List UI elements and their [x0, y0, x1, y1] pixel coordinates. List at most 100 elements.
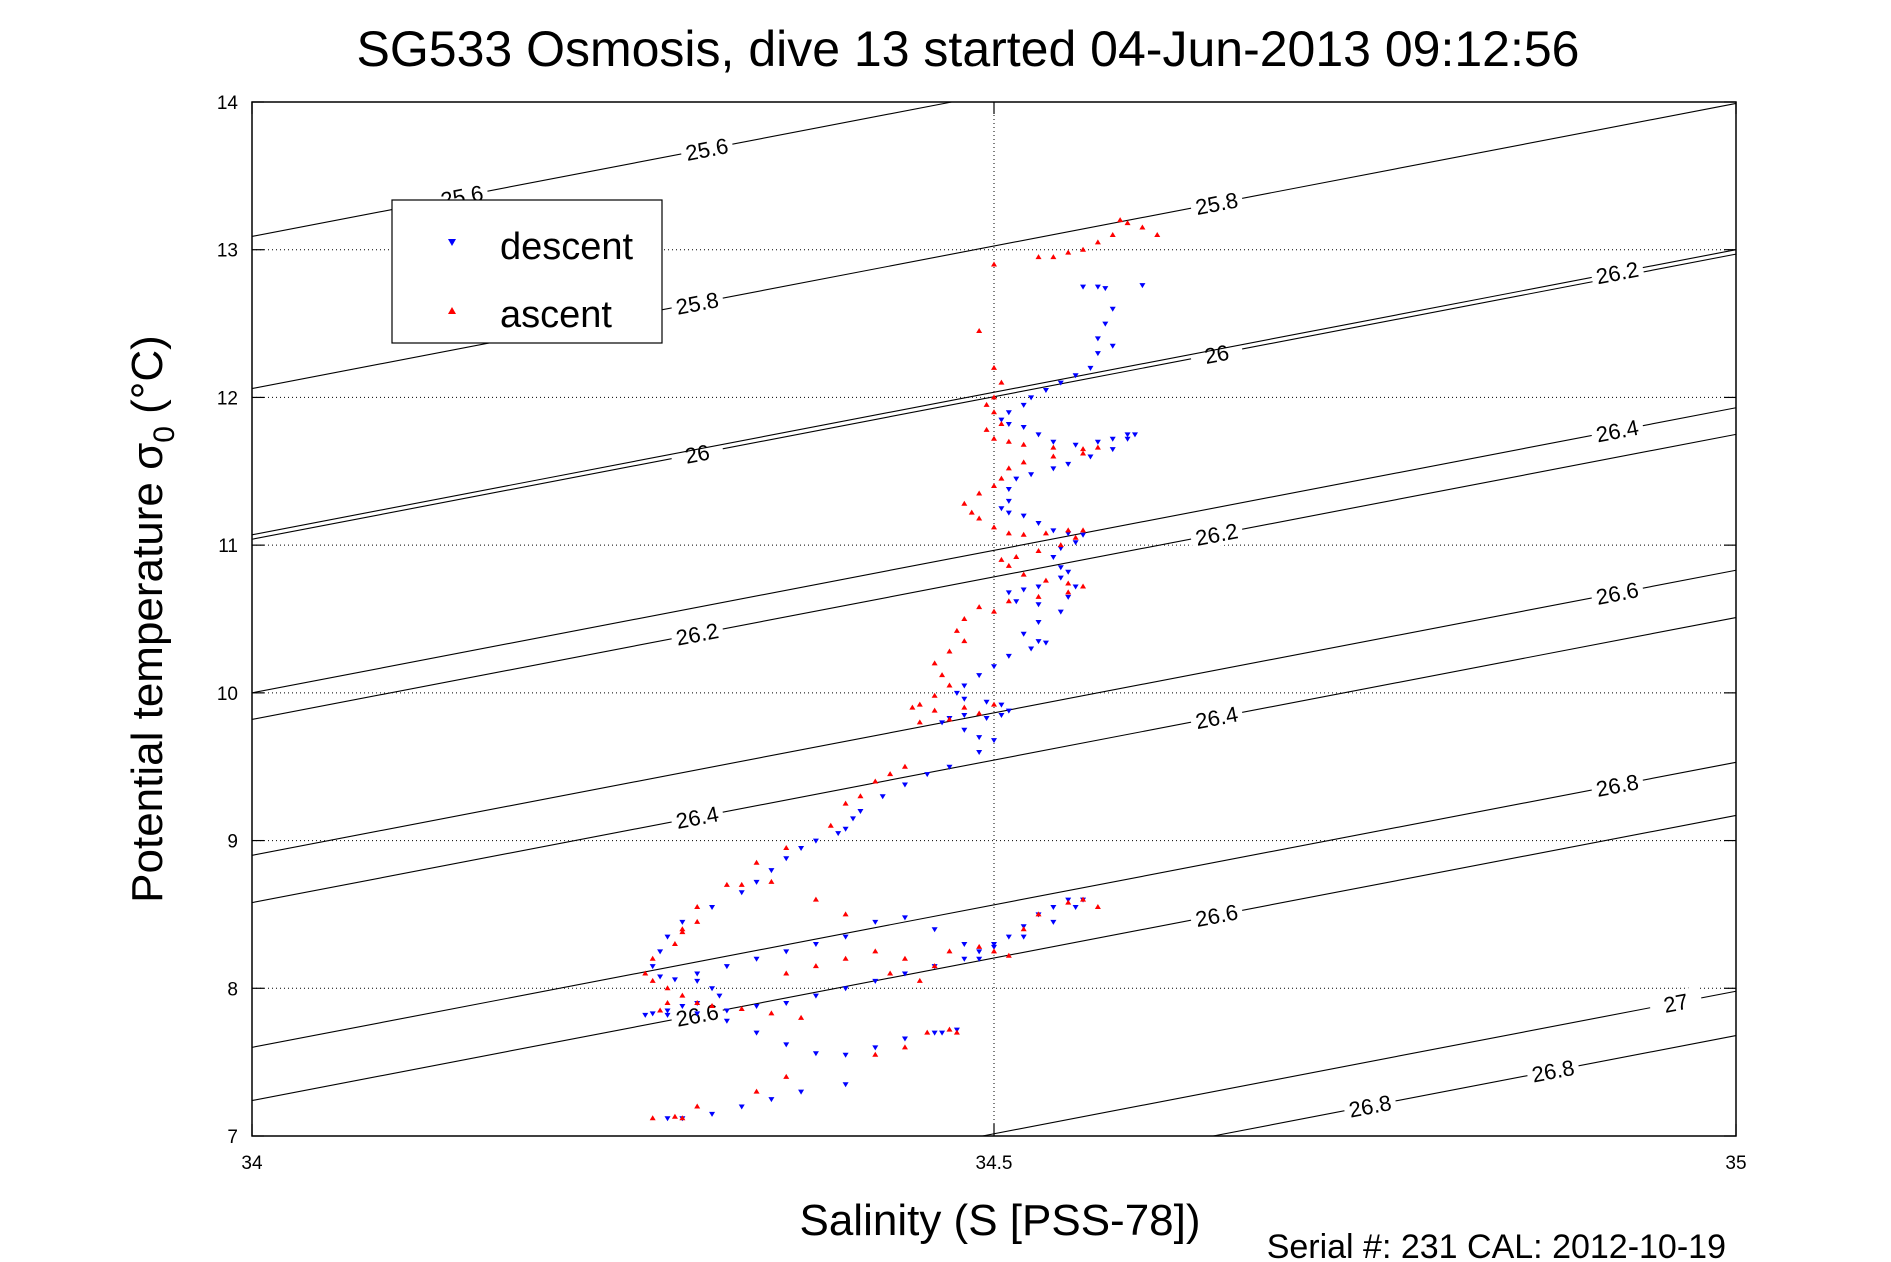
- descent-point: [1065, 461, 1072, 467]
- ascent-point: [694, 1000, 701, 1006]
- ascent-point: [1094, 239, 1101, 245]
- descent-point: [723, 964, 730, 970]
- descent-point: [1020, 513, 1027, 519]
- descent-point: [664, 1008, 671, 1014]
- descent-point: [1050, 439, 1057, 445]
- ascent-point: [976, 943, 983, 949]
- ascent-point: [991, 524, 997, 530]
- contour-label: 26.6: [1193, 899, 1240, 932]
- contour-label-bg: [1525, 1054, 1581, 1088]
- ascent-point: [1117, 217, 1124, 223]
- contour-label-bg: [1589, 413, 1646, 448]
- y-tick-label: 8: [227, 979, 238, 1000]
- ascent-point: [909, 704, 916, 710]
- descent-point: [850, 816, 857, 822]
- ascent-point: [649, 955, 656, 961]
- descent-point: [709, 986, 716, 992]
- ascent-point: [946, 716, 953, 722]
- descent-point: [939, 720, 946, 726]
- descent-point: [1102, 321, 1109, 327]
- ascent-point: [1080, 446, 1087, 452]
- ascent-point: [998, 556, 1005, 562]
- contour-label: 26: [683, 440, 712, 469]
- y-tick-label: 9: [227, 832, 238, 853]
- descent-point: [1042, 388, 1049, 394]
- ascent-point: [642, 970, 649, 976]
- y-tick-label: 10: [217, 684, 238, 705]
- descent-point: [1028, 646, 1035, 652]
- descent-point: [961, 956, 968, 962]
- descent-point: [998, 417, 1005, 423]
- descent-point: [679, 1004, 686, 1010]
- descent-point: [723, 1008, 730, 1014]
- ascent-point: [671, 940, 678, 946]
- descent-point: [812, 1051, 819, 1057]
- descent-point: [1139, 283, 1146, 289]
- contour-label: 26.4: [1594, 415, 1641, 448]
- descent-point: [976, 673, 983, 679]
- descent-point: [812, 993, 819, 999]
- ascent-point: [842, 911, 849, 917]
- ascent-point: [694, 1103, 701, 1109]
- ascent-point: [1042, 530, 1049, 536]
- descent-point: [991, 944, 997, 950]
- contour-line: [982, 990, 1737, 1137]
- descent-point: [1080, 532, 1087, 538]
- contour-line: [251, 407, 1737, 694]
- descent-point: [694, 1011, 701, 1017]
- descent-point: [1072, 905, 1079, 911]
- y-axis-label: Potential temperature σ0 (°C): [123, 335, 181, 903]
- descent-point: [768, 868, 775, 874]
- descent-point: [991, 664, 997, 670]
- ascent-point: [946, 948, 953, 954]
- descent-point: [642, 1012, 649, 1018]
- descent-point: [901, 782, 908, 788]
- ascent-point: [872, 948, 879, 954]
- descent-point: [1005, 708, 1012, 714]
- ascent-point: [976, 327, 983, 333]
- descent-point: [983, 699, 990, 705]
- y-axis-label-subscript: 0: [148, 426, 181, 443]
- ascent-point: [1020, 441, 1027, 447]
- ascent-point: [768, 878, 775, 884]
- ascent-point: [953, 1029, 960, 1035]
- descent-point: [1020, 402, 1027, 408]
- descent-point: [1072, 584, 1079, 590]
- descent-point: [998, 506, 1005, 512]
- descent-point: [709, 905, 716, 911]
- ascent-point: [991, 261, 997, 267]
- descent-point: [694, 971, 701, 977]
- descent-point: [961, 941, 968, 947]
- descent-point: [835, 831, 842, 837]
- descent-point: [983, 715, 990, 721]
- contour-label-bg: [1188, 898, 1245, 932]
- ascent-point: [953, 627, 960, 633]
- contour-label: 26.4: [1193, 701, 1240, 734]
- descent-point: [1094, 439, 1101, 445]
- descent-point: [1094, 351, 1101, 357]
- contour-label-bg: [1589, 768, 1646, 802]
- descent-point: [1005, 934, 1012, 940]
- ascent-point: [983, 401, 990, 407]
- contour-label-bg: [669, 800, 725, 834]
- ascent-point: [753, 859, 760, 865]
- descent-point: [649, 1011, 656, 1017]
- descent-point: [1109, 447, 1116, 453]
- ascent-point: [1094, 904, 1101, 910]
- ascent-point: [1035, 593, 1042, 599]
- descent-point: [872, 1045, 879, 1051]
- descent-point: [753, 1004, 760, 1010]
- descent-point: [931, 1030, 938, 1036]
- y-tick-label: 13: [217, 241, 238, 262]
- ascent-point: [827, 822, 834, 828]
- descent-point: [679, 919, 686, 925]
- contour-label: 26.8: [1530, 1055, 1577, 1088]
- descent-point: [768, 1097, 775, 1103]
- contour-label-bg: [1589, 255, 1646, 290]
- y-tick-label: 11: [218, 536, 238, 557]
- descent-point: [1072, 540, 1079, 546]
- descent-point: [842, 986, 849, 992]
- descent-point: [961, 727, 968, 733]
- ascent-point: [694, 918, 701, 924]
- descent-point: [946, 764, 953, 770]
